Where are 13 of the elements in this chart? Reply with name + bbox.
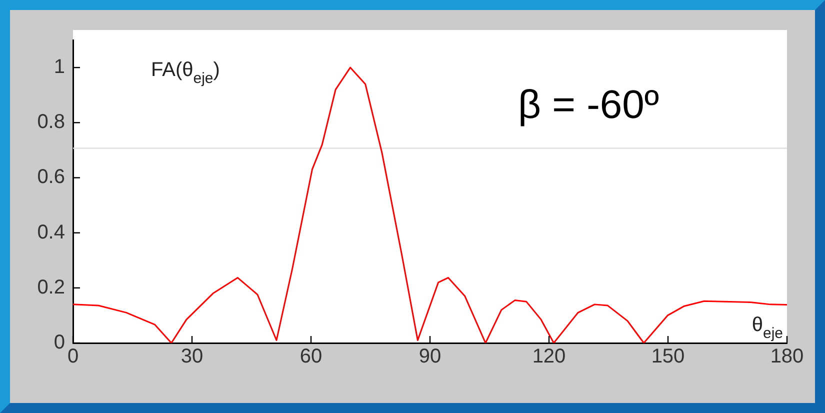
y-tick-label: 0.8 <box>37 111 65 134</box>
x-tick-label: 60 <box>300 346 322 368</box>
x-tick-label: 150 <box>651 346 685 368</box>
y-tick-label: 1 <box>54 56 65 78</box>
y-tick-label: 0.2 <box>37 276 65 298</box>
y-tick-label: 0.4 <box>37 221 65 244</box>
x-tick-label: 90 <box>418 346 442 368</box>
y-tick-label: 0 <box>54 332 65 354</box>
x-tick-label: 120 <box>532 346 566 368</box>
annotation: β = -60º <box>518 83 660 127</box>
y-tick-label: 0.6 <box>37 166 65 188</box>
x-tick-label: 30 <box>180 346 204 368</box>
x-tick-label: 180 <box>770 346 804 368</box>
